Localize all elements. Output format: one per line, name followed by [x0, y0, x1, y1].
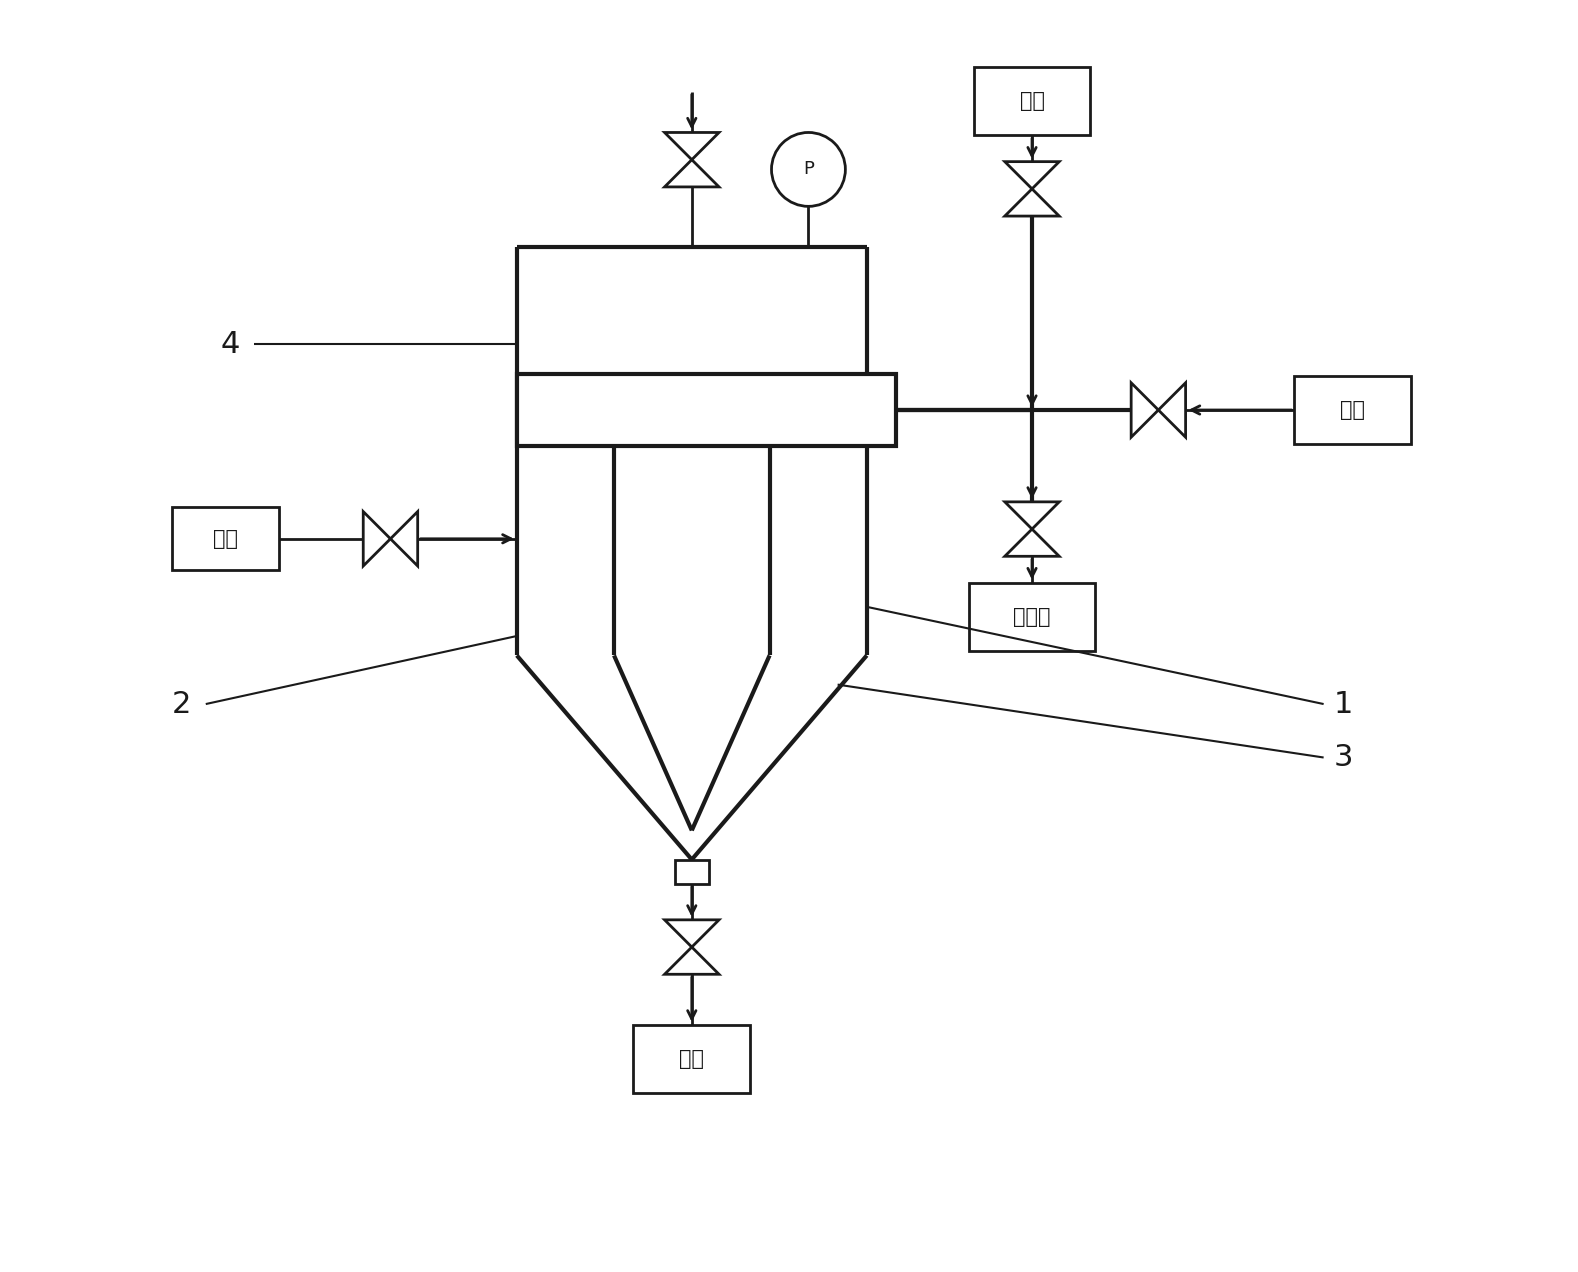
Bar	[518, 374, 896, 446]
Text: 进料: 进料	[213, 529, 238, 548]
Text: 2: 2	[172, 689, 191, 719]
Bar	[172, 508, 279, 570]
Bar	[675, 860, 709, 884]
Bar	[974, 67, 1090, 135]
Bar	[1294, 377, 1411, 444]
Text: 轻相: 轻相	[1340, 399, 1365, 420]
Text: 氮气: 氮气	[1019, 92, 1045, 112]
Text: 3: 3	[1333, 743, 1352, 772]
Text: 清洗液: 清洗液	[1013, 607, 1051, 627]
Text: 重相: 重相	[679, 1049, 704, 1068]
Text: P: P	[803, 160, 814, 178]
Bar	[969, 583, 1095, 650]
Text: 4: 4	[221, 329, 240, 359]
Text: 1: 1	[1333, 689, 1352, 719]
Bar	[633, 1025, 750, 1093]
